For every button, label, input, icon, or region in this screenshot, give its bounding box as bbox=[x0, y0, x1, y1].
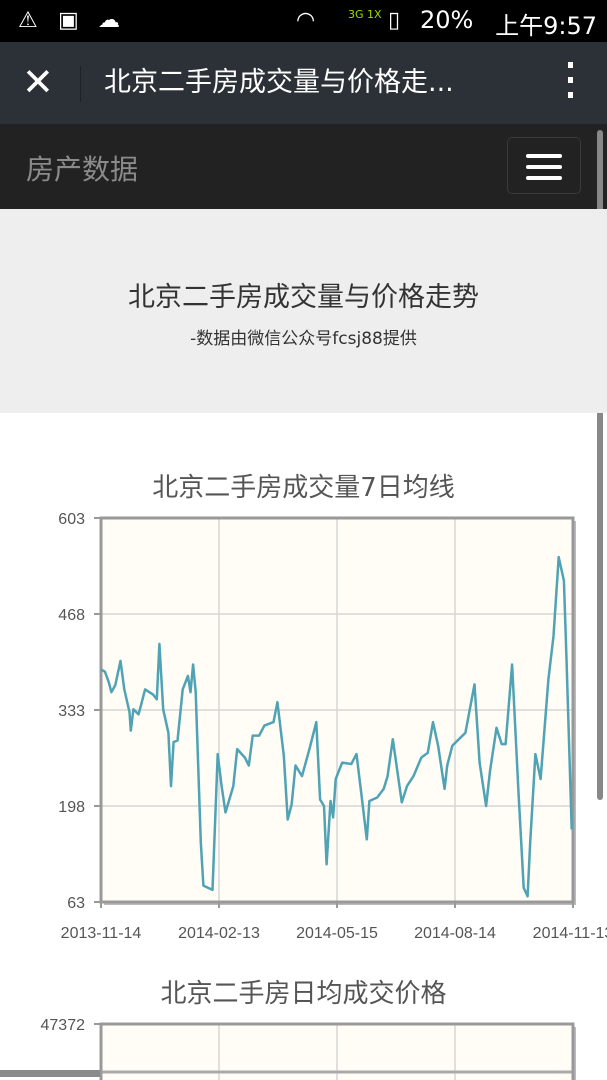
sim-icon: ▯ bbox=[388, 8, 401, 33]
chart1-title: 北京二手房成交量7日均线 bbox=[152, 473, 455, 503]
price-chart: 47372 bbox=[41, 1017, 576, 1080]
x-tick-label: 2014-08-14 bbox=[414, 925, 496, 942]
volume-chart: 2013-11-14 2014-02-13 2014-05-15 2014-08-14… bbox=[58, 511, 607, 942]
y-tick-label: 333 bbox=[58, 703, 85, 720]
series-line bbox=[100, 555, 573, 898]
more-vertical-icon[interactable] bbox=[563, 62, 577, 106]
battery-level: 20% bbox=[420, 6, 474, 34]
y-tick-label: 198 bbox=[58, 799, 85, 816]
clock: 上午9:57 bbox=[495, 12, 597, 40]
plot-frame bbox=[99, 1022, 575, 1080]
divider bbox=[80, 66, 81, 102]
cloud-icon: ☁ bbox=[98, 8, 120, 33]
vertical-scrollbar[interactable] bbox=[597, 130, 603, 800]
hamburger-icon[interactable] bbox=[507, 137, 581, 194]
x-tick-label: 2014-02-13 bbox=[178, 925, 260, 942]
close-icon[interactable]: ✕ bbox=[22, 60, 54, 104]
x-tick-label: 2013-11-14 bbox=[61, 925, 142, 942]
image-icon: ▣ bbox=[58, 8, 79, 33]
hero-subtitle: -数据由微信公众号fcsj88提供 bbox=[190, 329, 417, 349]
wifi-icon: ◠ bbox=[296, 8, 316, 33]
x-tick-label: 2014-11-13 bbox=[533, 925, 607, 942]
chart2-title: 北京二手房日均成交价格 bbox=[160, 979, 447, 1009]
browser-nav-bar: ✕ 北京二手房成交量与价格走... bbox=[0, 42, 607, 124]
x-tick-label: 2014-05-15 bbox=[296, 925, 378, 942]
site-brand[interactable]: 房产数据 bbox=[26, 153, 139, 186]
status-bar: ⚠ ▣ ☁ ◠ 3G 1X ▯ 20% 上午9:57 bbox=[0, 0, 607, 42]
y-tick-label: 63 bbox=[67, 895, 85, 912]
horizontal-scrollbar[interactable] bbox=[0, 1070, 100, 1077]
hero-title: 北京二手房成交量与价格走势 bbox=[128, 282, 479, 313]
site-header: 房产数据 bbox=[0, 124, 607, 209]
signal-icon: 3G 1X bbox=[348, 8, 382, 21]
y-tick-label: 468 bbox=[58, 607, 85, 624]
plot-frame bbox=[99, 516, 575, 904]
y-tick-label: 47372 bbox=[41, 1017, 86, 1034]
warning-icon: ⚠ bbox=[18, 8, 38, 33]
page-title: 北京二手房成交量与价格走... bbox=[104, 67, 454, 98]
y-tick-label: 603 bbox=[58, 511, 85, 528]
hero: 北京二手房成交量与价格走势 -数据由微信公众号fcsj88提供 bbox=[0, 209, 607, 413]
